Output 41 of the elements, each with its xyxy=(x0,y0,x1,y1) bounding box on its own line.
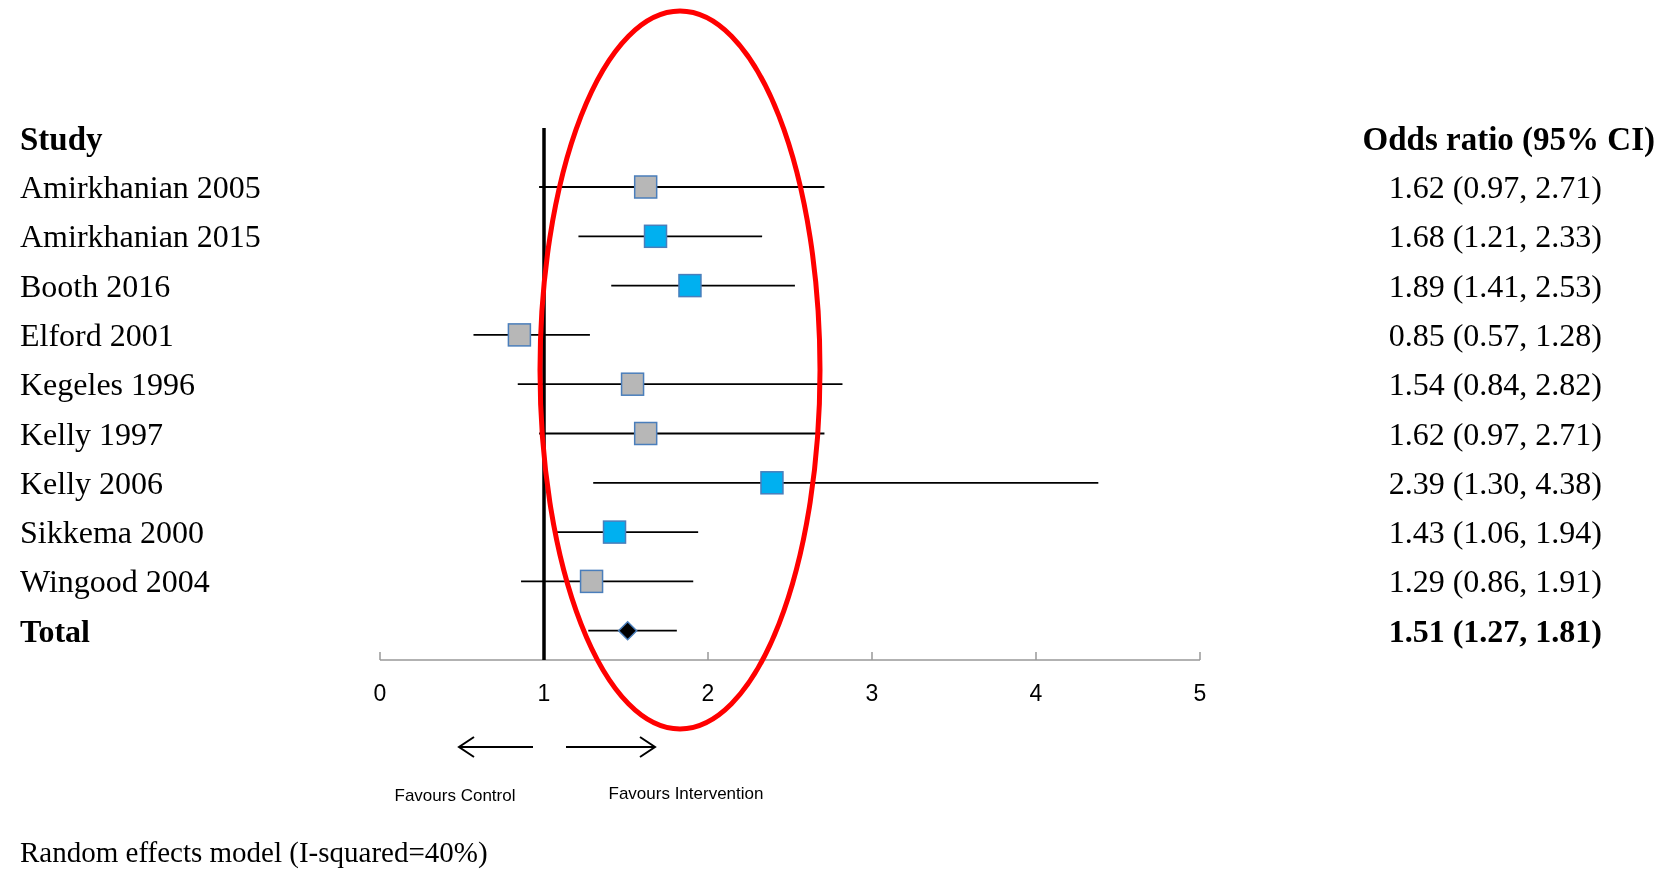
point xyxy=(633,175,658,199)
text: Favours Control xyxy=(394,786,516,805)
x-tick-label: 3 xyxy=(865,680,879,706)
x-tick-label: 1 xyxy=(537,680,551,706)
text: 2.39 (1.30, 4.38) xyxy=(1388,464,1602,501)
y-tick-label: Kelly 2006 xyxy=(20,464,164,501)
x-tick-label: 0 xyxy=(373,680,387,706)
text: 1.62 (0.97, 2.71) xyxy=(1388,169,1602,205)
y-tick-label: Amirkhanian 2015 xyxy=(20,218,261,255)
text: 1.62 (0.97, 2.71) xyxy=(1388,415,1602,452)
text: Favours Intervention xyxy=(608,784,764,803)
point xyxy=(678,273,702,298)
y-axis-title: Study xyxy=(20,121,104,157)
y-tick-label: Kelly 1997 xyxy=(20,415,164,452)
y-tick-label: Booth 2016 xyxy=(20,267,171,304)
text: 0.85 (0.57, 1.28) xyxy=(1388,316,1602,353)
text: 1.54 (0.84, 2.82) xyxy=(1388,366,1602,403)
y-tick-label: Elford 2001 xyxy=(20,316,174,353)
x-tick-label: 5 xyxy=(1193,680,1207,706)
y-tick-label: Sikkema 2000 xyxy=(20,514,204,551)
text: Random effects model (I-squared=40%) xyxy=(20,836,488,869)
point xyxy=(579,569,604,594)
y-tick-label: Amirkhanian 2005 xyxy=(20,169,261,205)
x-tick-label: 4 xyxy=(1029,680,1043,706)
point xyxy=(620,372,645,396)
point xyxy=(633,421,658,446)
point xyxy=(602,520,627,544)
y-tick-label: Kegeles 1996 xyxy=(20,366,196,403)
x-tick-label: 2 xyxy=(701,680,715,706)
point xyxy=(760,471,784,495)
text: 1.68 (1.21, 2.33) xyxy=(1388,218,1602,255)
text: Odds ratio (95% CI) xyxy=(1362,121,1655,158)
point xyxy=(643,224,668,249)
text: 1.51 (1.27, 1.81) xyxy=(1388,612,1602,649)
y-tick-label: Total xyxy=(20,612,91,649)
text: 1.43 (1.06, 1.94) xyxy=(1388,514,1602,551)
point xyxy=(507,323,532,347)
point xyxy=(617,620,638,641)
y-tick-label: Wingood 2004 xyxy=(20,563,210,600)
text: 1.29 (0.86, 1.91) xyxy=(1388,563,1602,600)
text: 1.89 (1.41, 2.53) xyxy=(1388,267,1602,304)
